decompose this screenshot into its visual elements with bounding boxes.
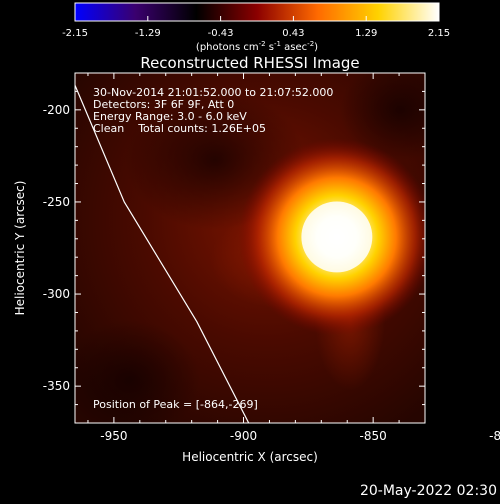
unit-main: (photons cm — [196, 42, 259, 53]
y-tick-label: -350 — [43, 379, 70, 393]
colorbar-tick-label: -1.29 — [135, 28, 161, 39]
chart-title: Reconstructed RHESSI Image — [140, 54, 359, 72]
unit-s: s — [266, 42, 274, 53]
unit-asec: asec — [281, 42, 307, 53]
x-axis-ticks: -950 -900 -850 -800 — [87, 73, 500, 443]
plot-frame — [74, 72, 426, 424]
y-axis-label: Heliocentric Y (arcsec) — [13, 181, 27, 316]
unit-exp-s: -1 — [274, 40, 281, 48]
y-tick-label: -200 — [43, 103, 70, 117]
x-tick-label: -800 — [489, 429, 500, 443]
colorbar — [75, 3, 439, 21]
dark-region — [340, 73, 425, 160]
colorbar-unit-label: (photons cm-2 s-1 asec-2) — [196, 40, 318, 53]
x-axis-label: Heliocentric X (arcsec) — [182, 450, 318, 464]
x-tick-label: -950 — [100, 429, 127, 443]
peak-source — [238, 138, 425, 336]
annotation-time-range: 30-Nov-2014 21:01:52.000 to 21:07:52.000 — [93, 86, 333, 99]
x-tick-label: -850 — [360, 429, 387, 443]
unit-exp-cm: -2 — [259, 40, 266, 48]
footer-timestamp: 20-May-2022 02:30 — [360, 483, 497, 499]
colorbar-tick-label: -2.15 — [62, 28, 88, 39]
peak-position-label: Position of Peak = [-864,-269] — [93, 398, 258, 411]
unit-exp-asec: -2 — [307, 40, 314, 48]
peak-core — [301, 201, 373, 273]
colorbar-ticks: -2.15 -1.29 -0.43 0.43 1.29 2.15 — [62, 2, 450, 39]
y-tick-label: -250 — [43, 195, 70, 209]
colorbar-tick-label: -0.43 — [208, 28, 234, 39]
dark-region — [75, 320, 200, 423]
colorbar-border — [74, 2, 440, 22]
annotation-energy-range: Energy Range: 3.0 - 6.0 keV — [93, 110, 247, 123]
y-axis-ticks: -200 -250 -300 -350 — [43, 72, 425, 424]
y-tick-label: -300 — [43, 287, 70, 301]
annotation-clean-counts: Clean Total counts: 1.26E+05 — [93, 122, 266, 135]
colorbar-tick-label: 1.29 — [355, 28, 377, 39]
annotation-detectors: Detectors: 3F 6F 9F, Att 0 — [93, 98, 234, 111]
x-tick-label: -900 — [230, 429, 257, 443]
colorbar-tick-label: 2.15 — [428, 28, 450, 39]
colorbar-tick-label: 0.43 — [282, 28, 304, 39]
solar-limb-curve — [75, 83, 250, 423]
unit-close: ) — [314, 42, 318, 53]
heatmap-image — [75, 73, 425, 423]
